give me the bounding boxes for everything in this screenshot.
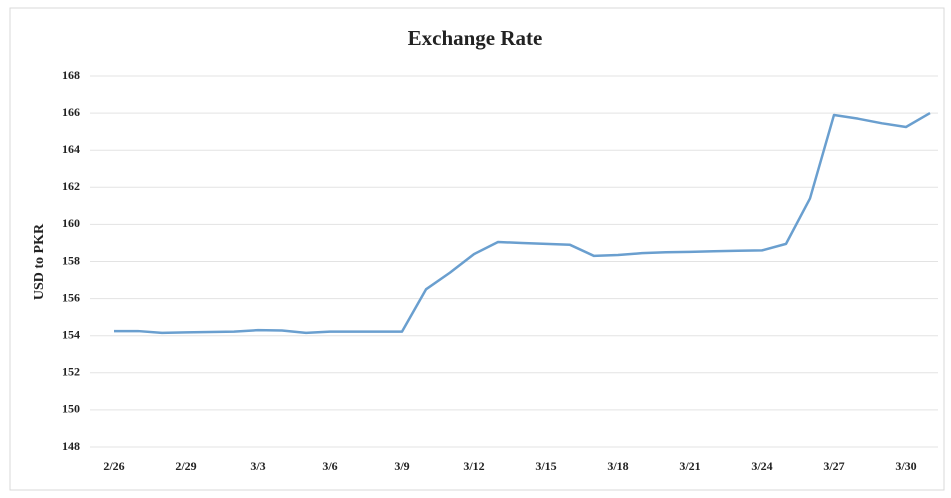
y-tick-label: 156	[62, 290, 80, 304]
y-axis-label: USD to PKR	[32, 223, 47, 300]
series-line	[114, 112, 931, 335]
x-tick-label: 2/26	[103, 459, 124, 473]
chart-frame	[9, 7, 945, 491]
x-tick-label: 3/3	[250, 459, 265, 473]
x-tick-label: 3/15	[535, 459, 556, 473]
y-tick-label: 148	[62, 439, 80, 453]
y-tick-label: 158	[62, 253, 80, 267]
y-tick-label: 152	[62, 365, 80, 379]
y-tick-label: 168	[62, 68, 80, 82]
x-tick-label: 3/27	[823, 459, 844, 473]
x-tick-label: 3/18	[607, 459, 628, 473]
y-tick-label: 160	[62, 216, 80, 230]
chart-title: Exchange Rate	[408, 26, 543, 50]
x-tick-label: 2/29	[175, 459, 196, 473]
y-tick-label: 162	[62, 179, 80, 193]
y-tick-label: 150	[62, 402, 80, 416]
x-tick-label: 3/30	[895, 459, 916, 473]
y-tick-label: 166	[62, 105, 80, 119]
x-tick-label: 3/21	[679, 459, 700, 473]
y-tick-label: 164	[62, 142, 80, 156]
x-tick-label: 3/24	[751, 459, 772, 473]
x-tick-label: 3/6	[322, 459, 337, 473]
y-tick-label: 154	[62, 327, 80, 341]
x-tick-label: 3/9	[394, 459, 409, 473]
x-tick-label: 3/12	[463, 459, 484, 473]
